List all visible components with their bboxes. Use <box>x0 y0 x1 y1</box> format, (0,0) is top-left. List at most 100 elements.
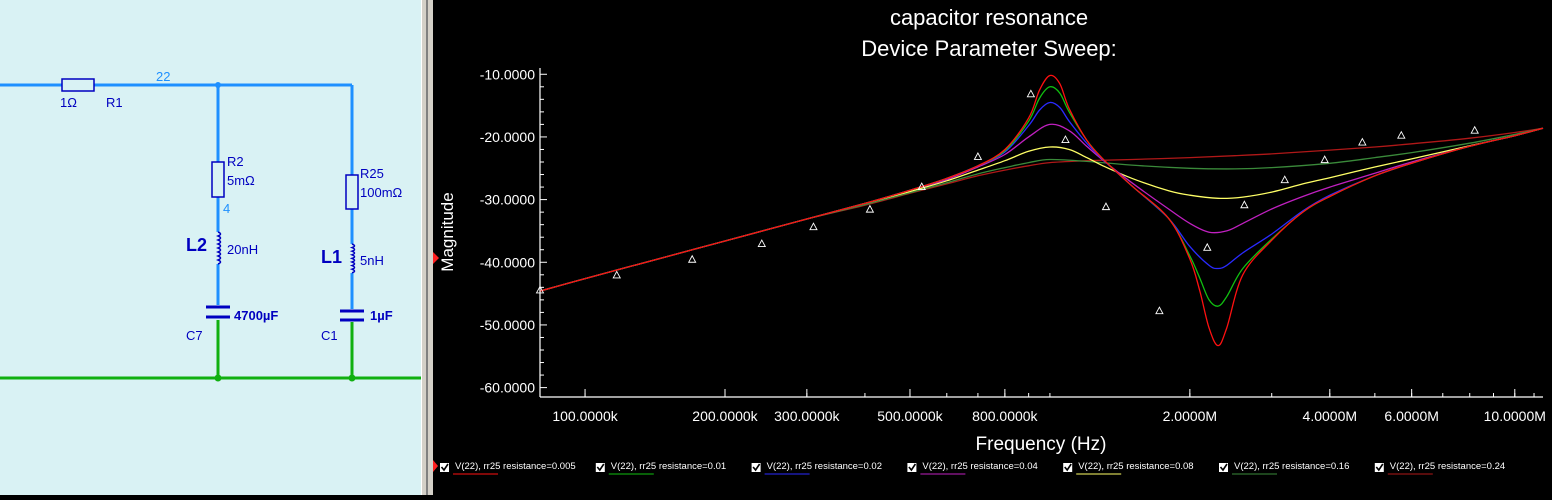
data-marker <box>809 222 818 231</box>
data-marker <box>1397 130 1406 139</box>
x-tick-label: 300.0000k <box>774 408 840 424</box>
resistor-r2[interactable] <box>211 161 225 198</box>
legend-checkbox[interactable] <box>1374 463 1384 472</box>
data-marker <box>1240 200 1249 209</box>
r1-ref-label: R1 <box>106 95 123 110</box>
r1-value-label: 1Ω <box>60 95 77 110</box>
check-icon <box>908 463 917 472</box>
l1-ref-label: L1 <box>321 247 342 267</box>
x-tick-label: 6.0000M <box>1384 408 1438 424</box>
r25-ref-label: R25 <box>360 166 384 181</box>
c1-value-label: 1µF <box>370 308 393 323</box>
series-line-1 <box>539 74 1544 347</box>
axis-layer: -10.0000 -20.0000 -30.0000 -40.0000 -50.0000… <box>480 66 1546 424</box>
capacitor-c1[interactable] <box>340 309 364 322</box>
wire-net-22[interactable] <box>0 83 354 309</box>
chart-title: capacitor resonance <box>890 5 1088 30</box>
x-tick-label: 2.0000M <box>1163 408 1217 424</box>
check-icon <box>440 463 449 472</box>
pane-splitter[interactable] <box>421 0 433 495</box>
legend-item[interactable]: V(22), rr25 resistance=0.08 <box>1063 461 1194 475</box>
schematic-canvas[interactable]: 1Ω R1 22 R2 5mΩ 4 R25 100mΩ L2 20nH L1 5… <box>0 0 421 495</box>
y-tick-label: -10.0000 <box>480 66 535 82</box>
legend-checkbox[interactable] <box>1219 463 1228 472</box>
x-axis-label: Frequency (Hz) <box>976 434 1107 455</box>
schematic-editor[interactable]: 1Ω R1 22 R2 5mΩ 4 R25 100mΩ L2 20nH L1 5… <box>0 0 421 495</box>
junction-dot <box>215 82 221 88</box>
legend-item[interactable]: V(22), rr25 resistance=0.005 <box>440 461 576 475</box>
grapher-pane[interactable]: capacitor resonance Device Parameter Swe… <box>433 0 1552 495</box>
legend-label: V(22), rr25 resistance=0.005 <box>455 461 576 472</box>
data-marker <box>1101 202 1111 211</box>
x-tick-label: 10.0000M <box>1484 408 1546 424</box>
r25-value-label: 100mΩ <box>360 185 403 200</box>
legend-item[interactable]: V(22), rr25 resistance=0.24 <box>1374 461 1505 475</box>
legend-active-arrow-icon <box>433 460 438 472</box>
y-tick-label: -50.0000 <box>480 317 535 333</box>
legend-label: V(22), rr25 resistance=0.24 <box>1390 461 1505 472</box>
legend-label: V(22), rr25 resistance=0.08 <box>1078 461 1193 472</box>
c7-ref-label: C7 <box>186 328 203 343</box>
y-tick-label: -60.0000 <box>480 380 535 396</box>
cursor-arrow-icon[interactable] <box>433 252 439 264</box>
legend-checkbox[interactable] <box>595 463 605 472</box>
legend-item[interactable]: V(22), rr25 resistance=0.01 <box>595 461 726 475</box>
inductor-l2[interactable] <box>215 231 222 265</box>
net-label-4: 4 <box>223 201 230 216</box>
legend-checkbox[interactable] <box>440 463 449 472</box>
junction-dot <box>348 374 356 382</box>
x-tick-label: 200.0000k <box>692 408 758 424</box>
x-tick-label: 500.0000k <box>877 408 943 424</box>
sweep-chart[interactable]: capacitor resonance Device Parameter Swe… <box>433 0 1552 495</box>
l2-ref-label: L2 <box>186 235 207 255</box>
inductor-l1[interactable] <box>349 243 356 274</box>
data-marker <box>687 254 697 263</box>
data-marker <box>612 270 622 279</box>
resistor-r1[interactable] <box>61 78 95 92</box>
data-marker <box>973 152 983 160</box>
data-marker <box>1203 242 1212 251</box>
legend-label: V(22), rr25 resistance=0.04 <box>922 461 1037 472</box>
y-tick-label: -30.0000 <box>480 192 535 208</box>
legend-item[interactable]: V(22), rr25 resistance=0.04 <box>907 461 1038 475</box>
legend-label: V(22), rr25 resistance=0.02 <box>767 461 882 472</box>
legend[interactable]: V(22), rr25 resistance=0.005 V(22), rr25 … <box>433 460 1505 475</box>
data-marker <box>1026 89 1036 98</box>
x-tick-label: 100.0000k <box>552 408 618 424</box>
data-marker <box>917 182 926 191</box>
y-tick-label: -20.0000 <box>480 129 535 145</box>
check-icon <box>1064 463 1072 472</box>
l1-value-label: 5nH <box>360 253 384 268</box>
l2-value-label: 20nH <box>227 242 258 257</box>
check-icon <box>596 463 605 472</box>
data-marker <box>1320 155 1329 164</box>
legend-label: V(22), rr25 resistance=0.01 <box>611 461 726 472</box>
c1-ref-label: C1 <box>321 328 338 343</box>
legend-checkbox[interactable] <box>751 463 761 472</box>
resistor-r25[interactable] <box>345 174 359 210</box>
x-tick-label: 4.0000M <box>1303 408 1357 424</box>
legend-checkbox[interactable] <box>1063 463 1073 472</box>
chart-subtitle: Device Parameter Sweep: <box>861 36 1117 61</box>
chart-background <box>433 0 1552 495</box>
data-marker <box>865 204 875 213</box>
check-icon <box>1219 463 1228 472</box>
data-marker <box>1280 175 1289 184</box>
legend-checkbox[interactable] <box>907 463 917 472</box>
r2-ref-label: R2 <box>227 154 244 169</box>
data-marker <box>757 239 767 248</box>
ground-wire[interactable] <box>0 320 421 380</box>
junction-dot <box>214 374 222 382</box>
data-marker <box>1061 135 1070 144</box>
capacitor-c7[interactable] <box>206 305 230 319</box>
c7-value-label: 4700µF <box>234 308 278 323</box>
legend-item[interactable]: V(22), rr25 resistance=0.02 <box>751 461 882 475</box>
x-tick-label: 800.0000k <box>972 408 1038 424</box>
legend-label: V(22), rr25 resistance=0.16 <box>1234 461 1349 472</box>
y-axis-label: Magnitude <box>438 192 457 271</box>
y-tick-label: -40.0000 <box>480 254 535 270</box>
legend-item[interactable]: V(22), rr25 resistance=0.16 <box>1219 461 1349 475</box>
check-icon <box>752 463 761 472</box>
r2-value-label: 5mΩ <box>227 173 255 188</box>
data-marker <box>1470 125 1479 134</box>
